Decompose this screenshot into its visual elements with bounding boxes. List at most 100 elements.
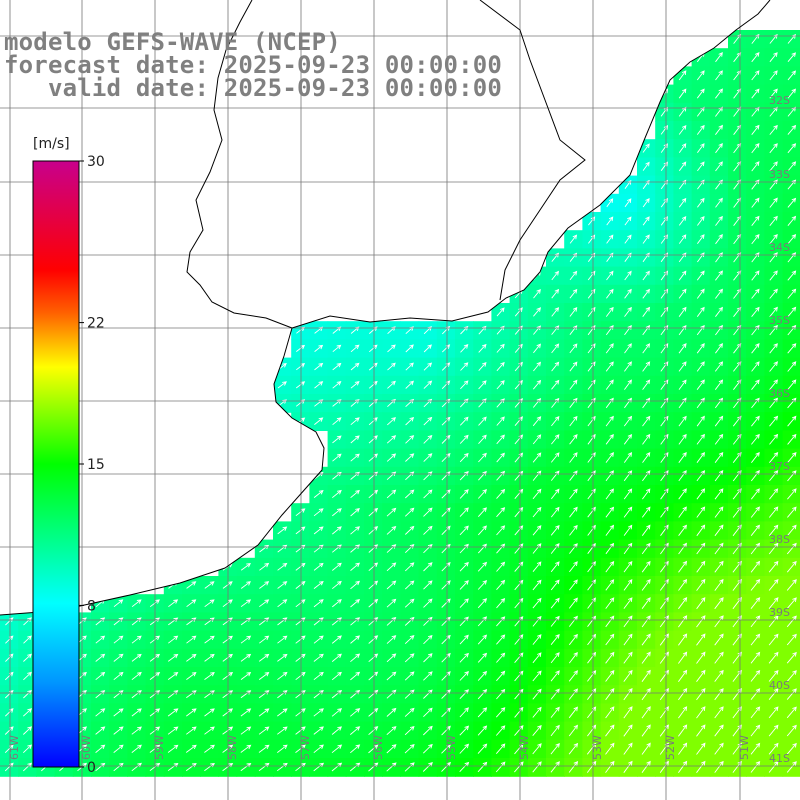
wind-arrow <box>350 362 360 371</box>
longitude-label: 53W <box>591 735 604 760</box>
wind-arrow <box>715 234 723 245</box>
wind-arrow <box>715 88 723 99</box>
wind-arrow <box>259 581 270 589</box>
longitude-label: 57W <box>299 735 312 760</box>
wind-arrow <box>459 598 469 608</box>
wind-arrow <box>222 653 233 662</box>
wind-arrow <box>441 598 451 608</box>
wind-arrow <box>587 306 596 317</box>
wind-arrow <box>477 725 488 736</box>
wind-arrow <box>204 653 215 662</box>
wind-arrow <box>660 306 669 317</box>
wind-arrow <box>678 343 687 354</box>
valid-date: valid date: 2025-09-23 00:00:00 <box>4 74 503 102</box>
wind-arrow <box>295 581 306 589</box>
wind-arrow <box>696 506 706 518</box>
wind-arrow <box>551 415 560 427</box>
wind-arrow <box>331 653 342 662</box>
wind-arrow <box>259 635 270 644</box>
wind-arrow <box>569 434 578 445</box>
wind-arrow <box>678 597 688 610</box>
wind-arrow <box>532 724 542 736</box>
wind-arrow <box>769 451 779 463</box>
wind-arrow <box>715 252 723 263</box>
wind-arrow <box>623 687 633 701</box>
wind-arrow <box>222 581 233 589</box>
wind-arrow <box>769 306 778 318</box>
wind-arrow <box>641 578 651 591</box>
wind-arrow <box>313 544 324 553</box>
wind-arrow <box>131 744 142 753</box>
wind-arrow <box>532 634 542 645</box>
wind-arrow <box>533 307 542 317</box>
wind-arrow <box>532 597 542 609</box>
wind-arrow <box>478 380 487 390</box>
wind-arrow <box>368 544 379 553</box>
wind-arrow <box>404 744 415 754</box>
wind-arrow <box>550 670 560 682</box>
wind-arrow <box>313 744 324 754</box>
wind-arrow <box>696 542 706 555</box>
wind-arrow <box>259 599 270 608</box>
wind-arrow <box>678 506 687 518</box>
wind-arrow <box>786 560 797 573</box>
wind-arrow <box>714 524 724 537</box>
wind-arrow <box>550 597 560 609</box>
wind-arrow <box>204 708 215 717</box>
wind-arrow <box>569 234 578 244</box>
wind-arrow <box>350 453 360 462</box>
wind-arrow <box>678 560 688 573</box>
wind-arrow <box>350 507 360 517</box>
wind-arrow <box>368 598 379 608</box>
wind-arrow <box>313 635 324 644</box>
wind-arrow <box>605 452 614 463</box>
wind-arrow <box>496 597 506 609</box>
wind-arrow <box>605 560 615 573</box>
wind-arrow <box>751 70 760 81</box>
wind-arrow <box>606 270 614 281</box>
wind-arrow <box>423 344 432 353</box>
wind-arrow <box>332 489 342 499</box>
wind-arrow <box>606 234 614 244</box>
wind-arrow <box>332 344 342 353</box>
wind-arrow <box>751 88 760 99</box>
wind-arrow <box>459 725 470 736</box>
wind-arrow <box>696 560 706 573</box>
wind-arrow <box>769 70 778 81</box>
colorbar-tick-label: 8 <box>87 598 96 614</box>
wind-arrow <box>459 561 469 572</box>
wind-arrow <box>551 434 560 445</box>
wind-arrow <box>423 471 433 481</box>
wind-arrow <box>569 543 578 554</box>
wind-arrow <box>313 708 324 717</box>
wind-arrow <box>715 197 723 208</box>
wind-arrow <box>678 760 688 773</box>
wind-arrow <box>240 726 252 735</box>
wind-arrow <box>751 270 760 281</box>
wind-arrow <box>714 615 724 628</box>
wind-arrow <box>368 489 379 499</box>
wind-arrow <box>623 433 633 445</box>
wind-arrow <box>496 307 505 317</box>
wind-arrow <box>404 562 415 572</box>
wind-arrow <box>641 687 651 701</box>
wind-arrow <box>441 707 451 718</box>
wind-arrow <box>477 761 488 773</box>
wind-arrow <box>768 742 779 755</box>
wind-arrow <box>660 288 669 299</box>
latitude-labels: 32S 33S 34S 35S 36S 37S 38S 39S 40S 41S <box>769 94 790 765</box>
wind-arrow <box>768 633 779 646</box>
wind-arrow <box>222 599 233 608</box>
wind-arrow <box>204 599 215 608</box>
wind-arrow <box>259 617 270 626</box>
wind-arrow <box>714 488 724 500</box>
wind-arrow <box>550 488 560 500</box>
wind-arrow <box>642 270 650 281</box>
wind-arrow <box>386 507 397 517</box>
wind-arrow <box>641 633 651 646</box>
wind-arrow <box>769 288 778 299</box>
wind-arrow <box>22 708 32 717</box>
wind-arrow <box>623 651 633 664</box>
wind-arrow <box>751 197 760 208</box>
wind-arrow <box>697 143 705 153</box>
